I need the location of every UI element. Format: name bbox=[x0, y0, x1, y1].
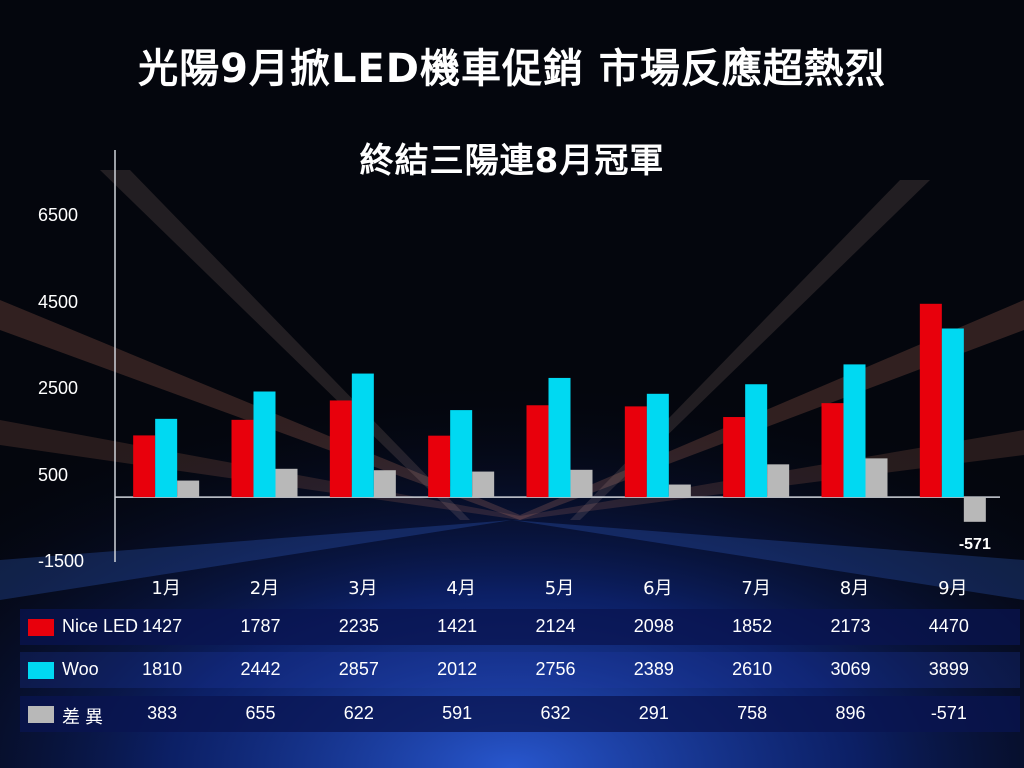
bar-diff-4 bbox=[472, 471, 495, 498]
bar-nice-led-4 bbox=[428, 435, 451, 498]
bar-nice-led-1 bbox=[133, 435, 156, 498]
table-cell: 2389 bbox=[633, 659, 674, 679]
x-tick-label: 4月 bbox=[446, 578, 476, 599]
bar-woo-6 bbox=[646, 393, 669, 498]
chart-subtitle: 終結三陽連8月冠軍 bbox=[359, 141, 665, 181]
bar-diff-3 bbox=[373, 470, 396, 498]
table-cell: 758 bbox=[737, 703, 768, 723]
bar-nice-led-6 bbox=[624, 406, 647, 498]
y-tick-label: 6500 bbox=[38, 205, 79, 225]
bar-diff-8 bbox=[865, 458, 888, 498]
table-cell: 591 bbox=[442, 703, 473, 723]
bar-nice-led-5 bbox=[526, 405, 549, 498]
table-cell: 2012 bbox=[437, 659, 478, 679]
table-cell: 4470 bbox=[928, 616, 969, 636]
bar-diff-6 bbox=[668, 484, 691, 498]
negative-value-annotation: -571 bbox=[958, 535, 991, 553]
table-cell: 2098 bbox=[633, 616, 674, 636]
bar-woo-8 bbox=[843, 364, 866, 498]
table-cell: 2610 bbox=[732, 659, 773, 679]
table-cell: 3069 bbox=[830, 659, 871, 679]
bar-nice-led-3 bbox=[329, 400, 352, 498]
x-tick-label: 1月 bbox=[151, 578, 181, 599]
table-cell: 1421 bbox=[437, 616, 478, 636]
bar-nice-led-2 bbox=[231, 419, 254, 498]
bar-diff-2 bbox=[275, 468, 298, 498]
bar-nice-led-9 bbox=[919, 303, 942, 498]
table-cell: 3899 bbox=[928, 659, 969, 679]
x-tick-label: 3月 bbox=[348, 578, 378, 599]
bar-diff-5 bbox=[570, 469, 593, 498]
y-tick-label: 2500 bbox=[38, 378, 79, 398]
table-row bbox=[20, 652, 1020, 688]
bar-woo-2 bbox=[253, 391, 276, 498]
table-cell: -571 bbox=[930, 703, 967, 723]
table-cell: 2124 bbox=[535, 616, 576, 636]
bar-diff-9 bbox=[963, 497, 986, 522]
x-tick-label: 7月 bbox=[741, 578, 771, 599]
table-row bbox=[20, 609, 1020, 645]
table-cell: 291 bbox=[638, 703, 669, 723]
table-cell: 655 bbox=[245, 703, 276, 723]
table-cell: 1852 bbox=[732, 616, 773, 636]
bar-woo-1 bbox=[155, 418, 178, 498]
bar-woo-4 bbox=[450, 410, 473, 498]
table-cell: 383 bbox=[147, 703, 178, 723]
table-cell: 1810 bbox=[142, 659, 183, 679]
bar-diff-1 bbox=[177, 480, 200, 498]
legend-label-woo: Woo bbox=[62, 659, 99, 679]
table-cell: 632 bbox=[540, 703, 571, 723]
legend-swatch-diff bbox=[28, 706, 54, 723]
table-cell: 1427 bbox=[142, 616, 183, 636]
chart-title: 光陽9月掀LED機車促銷 市場反應超熱烈 bbox=[138, 46, 886, 92]
bar-woo-7 bbox=[745, 384, 768, 498]
bar-woo-3 bbox=[351, 373, 374, 498]
table-cell: 2442 bbox=[240, 659, 281, 679]
bar-nice-led-7 bbox=[723, 417, 746, 498]
legend-swatch-nice-led bbox=[28, 619, 54, 636]
y-tick-label: 500 bbox=[38, 464, 69, 485]
x-tick-label: 8月 bbox=[839, 578, 870, 599]
x-tick-label: 9月 bbox=[938, 578, 968, 599]
table-cell: 2173 bbox=[830, 616, 871, 636]
legend-swatch-woo bbox=[28, 662, 54, 679]
bar-nice-led-8 bbox=[821, 403, 844, 498]
table-cell: 622 bbox=[343, 703, 374, 723]
legend-label-diff: 差 異 bbox=[62, 707, 104, 727]
x-tick-label: 2月 bbox=[249, 578, 280, 599]
table-cell: 1787 bbox=[240, 616, 281, 636]
x-tick-label: 6月 bbox=[643, 578, 673, 599]
bar-woo-5 bbox=[548, 377, 571, 498]
table-row bbox=[20, 696, 1020, 732]
x-tick-label: 5月 bbox=[544, 578, 575, 599]
table-cell: 2756 bbox=[535, 659, 576, 679]
table-cell: 2235 bbox=[338, 616, 379, 636]
y-tick-label: -1500 bbox=[38, 551, 85, 571]
legend-label-nice-led: Nice LED bbox=[62, 616, 139, 636]
table-cell: 896 bbox=[835, 703, 866, 723]
bar-diff-7 bbox=[767, 464, 790, 498]
table-cell: 2857 bbox=[338, 659, 379, 679]
bar-woo-9 bbox=[941, 328, 964, 498]
y-tick-label: 4500 bbox=[38, 291, 79, 312]
